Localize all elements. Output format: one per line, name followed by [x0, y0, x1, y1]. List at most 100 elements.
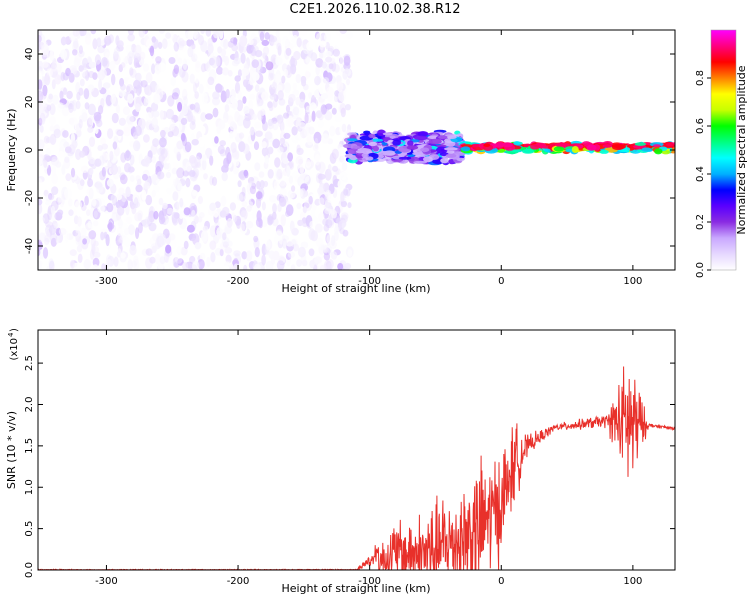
heatmap-cell — [78, 45, 83, 54]
heatmap-cell — [57, 151, 65, 158]
x-tick-label: -300 — [95, 576, 118, 587]
heatmap-cell — [261, 39, 270, 47]
y-tick-label: 0.5 — [24, 521, 35, 537]
heatmap-cell — [240, 52, 246, 64]
heatmap-cell — [169, 31, 175, 40]
heatmap-cell — [274, 157, 281, 168]
heatmap-cell — [298, 40, 304, 50]
heatmap-cell — [261, 146, 269, 157]
heatmap-cell — [218, 30, 224, 40]
heatmap-cell — [216, 66, 223, 75]
heatmap-cell — [112, 141, 118, 150]
heatmap-cell — [167, 257, 174, 269]
heatmap-cell — [117, 40, 124, 48]
y-tick-label: 1.0 — [24, 479, 35, 495]
heatmap-cell — [331, 148, 339, 160]
heatmap-cell — [48, 93, 53, 100]
heatmap-cell — [292, 243, 300, 252]
heatmap-cell — [299, 98, 305, 105]
heatmap-cell — [159, 254, 166, 264]
heatmap-cell — [315, 64, 321, 76]
heatmap-cell — [79, 30, 87, 37]
heatmap-cell — [246, 205, 252, 212]
heatmap-cell — [165, 218, 171, 229]
heatmap-cell — [117, 206, 125, 216]
heatmap-cell — [86, 187, 93, 196]
heatmap-cell — [165, 32, 172, 39]
heatmap-cell — [252, 113, 257, 121]
heatmap-cell — [92, 38, 98, 50]
heatmap-cell — [165, 171, 172, 179]
heatmap-cell — [232, 129, 238, 138]
heatmap-cell — [143, 134, 150, 143]
heatmap-cell — [314, 256, 322, 264]
colorbar-tick-label: 0.8 — [695, 70, 706, 86]
heatmap-cell — [310, 102, 317, 111]
heatmap-cell — [201, 154, 207, 161]
heatmap-cell — [45, 147, 51, 156]
heatmap-cell — [224, 55, 230, 66]
heatmap-cell — [221, 206, 230, 217]
heatmap-cell — [170, 76, 177, 87]
heatmap-cell — [342, 70, 348, 80]
heatmap-cell — [370, 138, 384, 142]
heatmap-cell — [653, 144, 661, 148]
heatmap-cell — [251, 59, 259, 68]
heatmap-cell — [285, 104, 291, 113]
heatmap-cell — [279, 188, 287, 198]
heatmap-cell — [177, 101, 183, 112]
heatmap-cell — [281, 235, 289, 242]
heatmap-cell — [42, 84, 48, 97]
heatmap-cell — [58, 227, 67, 236]
heatmap-cell — [229, 121, 237, 131]
heatmap-cell — [300, 75, 307, 84]
heatmap-cell — [118, 90, 126, 97]
heatmap-cell — [196, 33, 202, 41]
heatmap-cell — [231, 212, 236, 219]
heatmap-cell — [214, 219, 220, 229]
heatmap-cell — [423, 156, 433, 163]
snr-frame — [37, 329, 676, 571]
heatmap-cell — [308, 248, 315, 257]
heatmap-cell — [117, 233, 122, 243]
heatmap-cell — [294, 133, 303, 141]
heatmap-cell — [155, 56, 162, 64]
heatmap-cell — [43, 159, 48, 168]
heatmap-cell — [382, 132, 393, 136]
heatmap-cell — [112, 195, 117, 206]
heatmap-cell — [182, 58, 188, 71]
heatmap-cell — [43, 189, 49, 197]
heatmap-cell — [126, 189, 131, 197]
heatmap-cell — [193, 81, 197, 93]
heatmap-cell — [78, 65, 84, 72]
heatmap-cell — [288, 160, 295, 170]
heatmap-cell — [179, 211, 184, 219]
heatmap-cell — [76, 91, 81, 101]
heatmap-cell — [634, 142, 647, 146]
heatmap-cell — [45, 39, 52, 46]
heatmap-cell — [200, 112, 207, 122]
heatmap-cell — [221, 172, 228, 182]
heatmap-cell — [339, 172, 347, 181]
heatmap-cell — [102, 82, 111, 89]
heatmap-cell — [287, 152, 293, 162]
heatmap-cell — [79, 78, 85, 87]
heatmap-cell — [203, 173, 208, 180]
heatmap-cell — [471, 143, 480, 148]
heatmap-cell — [154, 253, 161, 265]
heatmap-cell — [138, 222, 143, 234]
spectrogram-y-label: Frequency (Hz) — [5, 109, 18, 192]
heatmap-cell — [141, 248, 150, 257]
heatmap-cell — [295, 96, 301, 106]
heatmap-cell — [417, 131, 429, 137]
heatmap-cell — [193, 102, 200, 113]
heatmap-cell — [352, 145, 361, 149]
heatmap-cell — [311, 110, 316, 122]
heatmap-cell — [38, 150, 45, 161]
heatmap-cell — [211, 176, 218, 186]
heatmap-cell — [44, 155, 52, 162]
heatmap-cell — [341, 123, 347, 133]
heatmap-cell — [44, 237, 50, 246]
heatmap-cell — [99, 155, 105, 166]
heatmap-cell — [232, 150, 240, 160]
